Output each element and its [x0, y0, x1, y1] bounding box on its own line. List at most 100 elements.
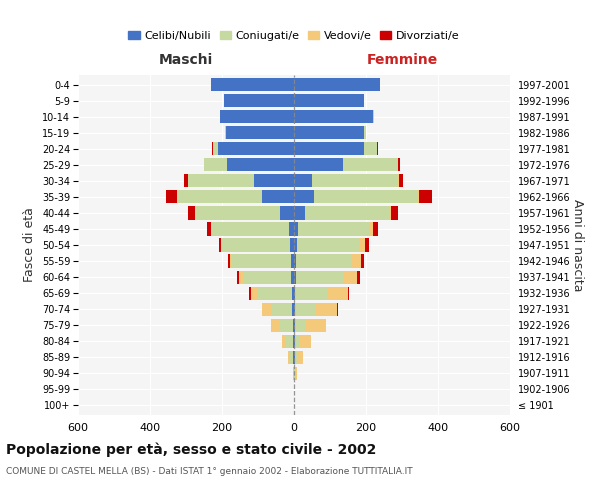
Bar	[294, 126, 364, 140]
Bar	[298, 350, 303, 364]
Bar	[293, 366, 294, 380]
Bar	[399, 174, 403, 188]
Bar	[188, 174, 254, 188]
Bar	[262, 190, 294, 203]
Bar	[343, 270, 357, 283]
Bar	[204, 158, 227, 172]
Bar	[305, 206, 389, 220]
Bar	[288, 350, 290, 364]
Bar	[211, 222, 289, 235]
Bar	[294, 270, 296, 283]
Bar	[226, 126, 294, 140]
Bar	[283, 334, 286, 348]
Bar	[295, 366, 296, 380]
Bar	[294, 334, 295, 348]
Bar	[300, 334, 311, 348]
Y-axis label: Fasce di età: Fasce di età	[23, 208, 37, 282]
Bar	[296, 270, 343, 283]
Bar	[166, 190, 177, 203]
Bar	[328, 286, 347, 300]
Bar	[262, 302, 271, 316]
Bar	[295, 302, 315, 316]
Bar	[294, 350, 295, 364]
Bar	[212, 142, 213, 156]
Legend: Celibi/Nubili, Coniugati/e, Vedovi/e, Divorziati/e: Celibi/Nubili, Coniugati/e, Vedovi/e, Di…	[124, 26, 464, 45]
Bar	[294, 206, 305, 220]
Bar	[251, 286, 258, 300]
Bar	[220, 110, 294, 124]
Bar	[298, 222, 370, 235]
Bar	[418, 190, 419, 203]
Bar	[419, 190, 431, 203]
Bar	[294, 366, 295, 380]
Bar	[290, 350, 293, 364]
Bar	[258, 286, 292, 300]
Text: Femmine: Femmine	[367, 53, 437, 67]
Bar	[292, 302, 294, 316]
Bar	[243, 270, 292, 283]
Bar	[370, 222, 373, 235]
Bar	[294, 222, 298, 235]
Bar	[294, 318, 295, 332]
Bar	[291, 254, 294, 268]
Bar	[224, 94, 294, 107]
Bar	[312, 174, 398, 188]
Bar	[221, 238, 222, 252]
Bar	[296, 254, 352, 268]
Bar	[294, 94, 364, 107]
Bar	[364, 126, 366, 140]
Bar	[373, 222, 377, 235]
Bar	[207, 222, 211, 235]
Bar	[271, 302, 292, 316]
Bar	[211, 78, 294, 91]
Bar	[391, 206, 398, 220]
Bar	[343, 158, 398, 172]
Bar	[232, 254, 291, 268]
Bar	[294, 110, 373, 124]
Bar	[357, 270, 360, 283]
Bar	[177, 190, 262, 203]
Bar	[280, 206, 294, 220]
Bar	[295, 286, 328, 300]
Bar	[292, 270, 294, 283]
Bar	[297, 238, 360, 252]
Bar	[188, 206, 195, 220]
Bar	[230, 254, 232, 268]
Bar	[352, 254, 361, 268]
Bar	[306, 318, 326, 332]
Bar	[365, 238, 369, 252]
Bar	[220, 238, 221, 252]
Bar	[294, 190, 314, 203]
Bar	[228, 254, 230, 268]
Bar	[218, 142, 294, 156]
Bar	[389, 206, 391, 220]
Bar	[294, 302, 295, 316]
Bar	[184, 174, 188, 188]
Bar	[293, 318, 294, 332]
Bar	[294, 174, 312, 188]
Bar	[293, 334, 294, 348]
Bar	[398, 158, 400, 172]
Bar	[361, 254, 364, 268]
Bar	[289, 222, 294, 235]
Bar	[213, 142, 218, 156]
Bar	[292, 286, 294, 300]
Bar	[294, 158, 343, 172]
Bar	[295, 318, 306, 332]
Bar	[249, 286, 251, 300]
Bar	[364, 142, 377, 156]
Bar	[293, 350, 294, 364]
Bar	[227, 158, 294, 172]
Bar	[254, 174, 294, 188]
Bar	[347, 286, 349, 300]
Y-axis label: Anni di nascita: Anni di nascita	[571, 198, 584, 291]
Bar	[286, 334, 293, 348]
Bar	[315, 302, 337, 316]
Bar	[314, 190, 418, 203]
Bar	[294, 78, 380, 91]
Bar	[294, 286, 295, 300]
Text: COMUNE DI CASTEL MELLA (BS) - Dati ISTAT 1° gennaio 2002 - Elaborazione TUTTITAL: COMUNE DI CASTEL MELLA (BS) - Dati ISTAT…	[6, 468, 413, 476]
Bar	[239, 270, 243, 283]
Bar	[360, 238, 365, 252]
Bar	[195, 206, 280, 220]
